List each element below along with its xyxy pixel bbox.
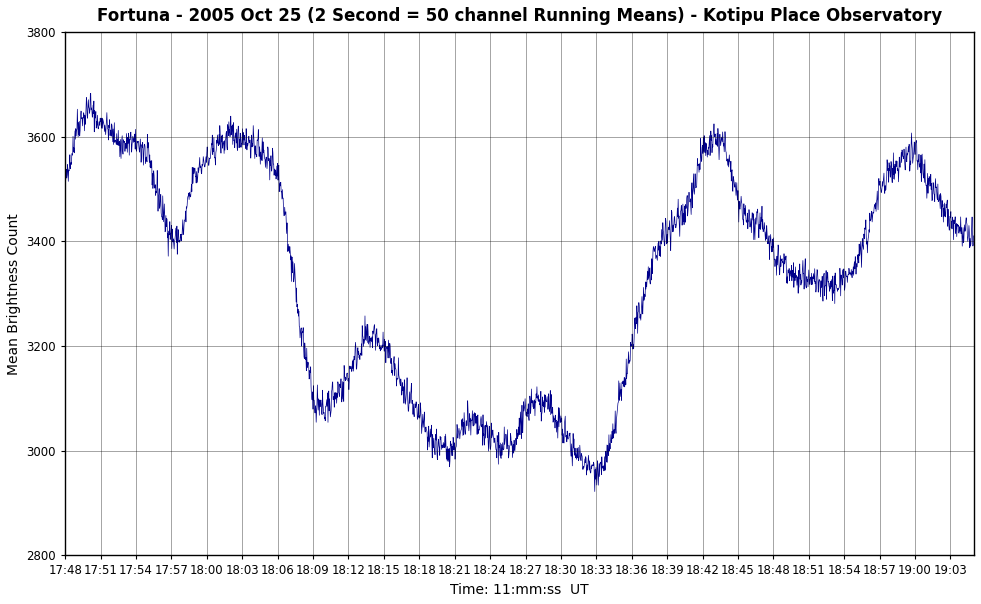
Title: Fortuna - 2005 Oct 25 (2 Second = 50 channel Running Means) - Kotipu Place Obser: Fortuna - 2005 Oct 25 (2 Second = 50 cha… <box>97 7 942 25</box>
X-axis label: Time: 11:mm:ss  UT: Time: 11:mm:ss UT <box>450 583 589 597</box>
Y-axis label: Mean Brightness Count: Mean Brightness Count <box>7 213 21 374</box>
